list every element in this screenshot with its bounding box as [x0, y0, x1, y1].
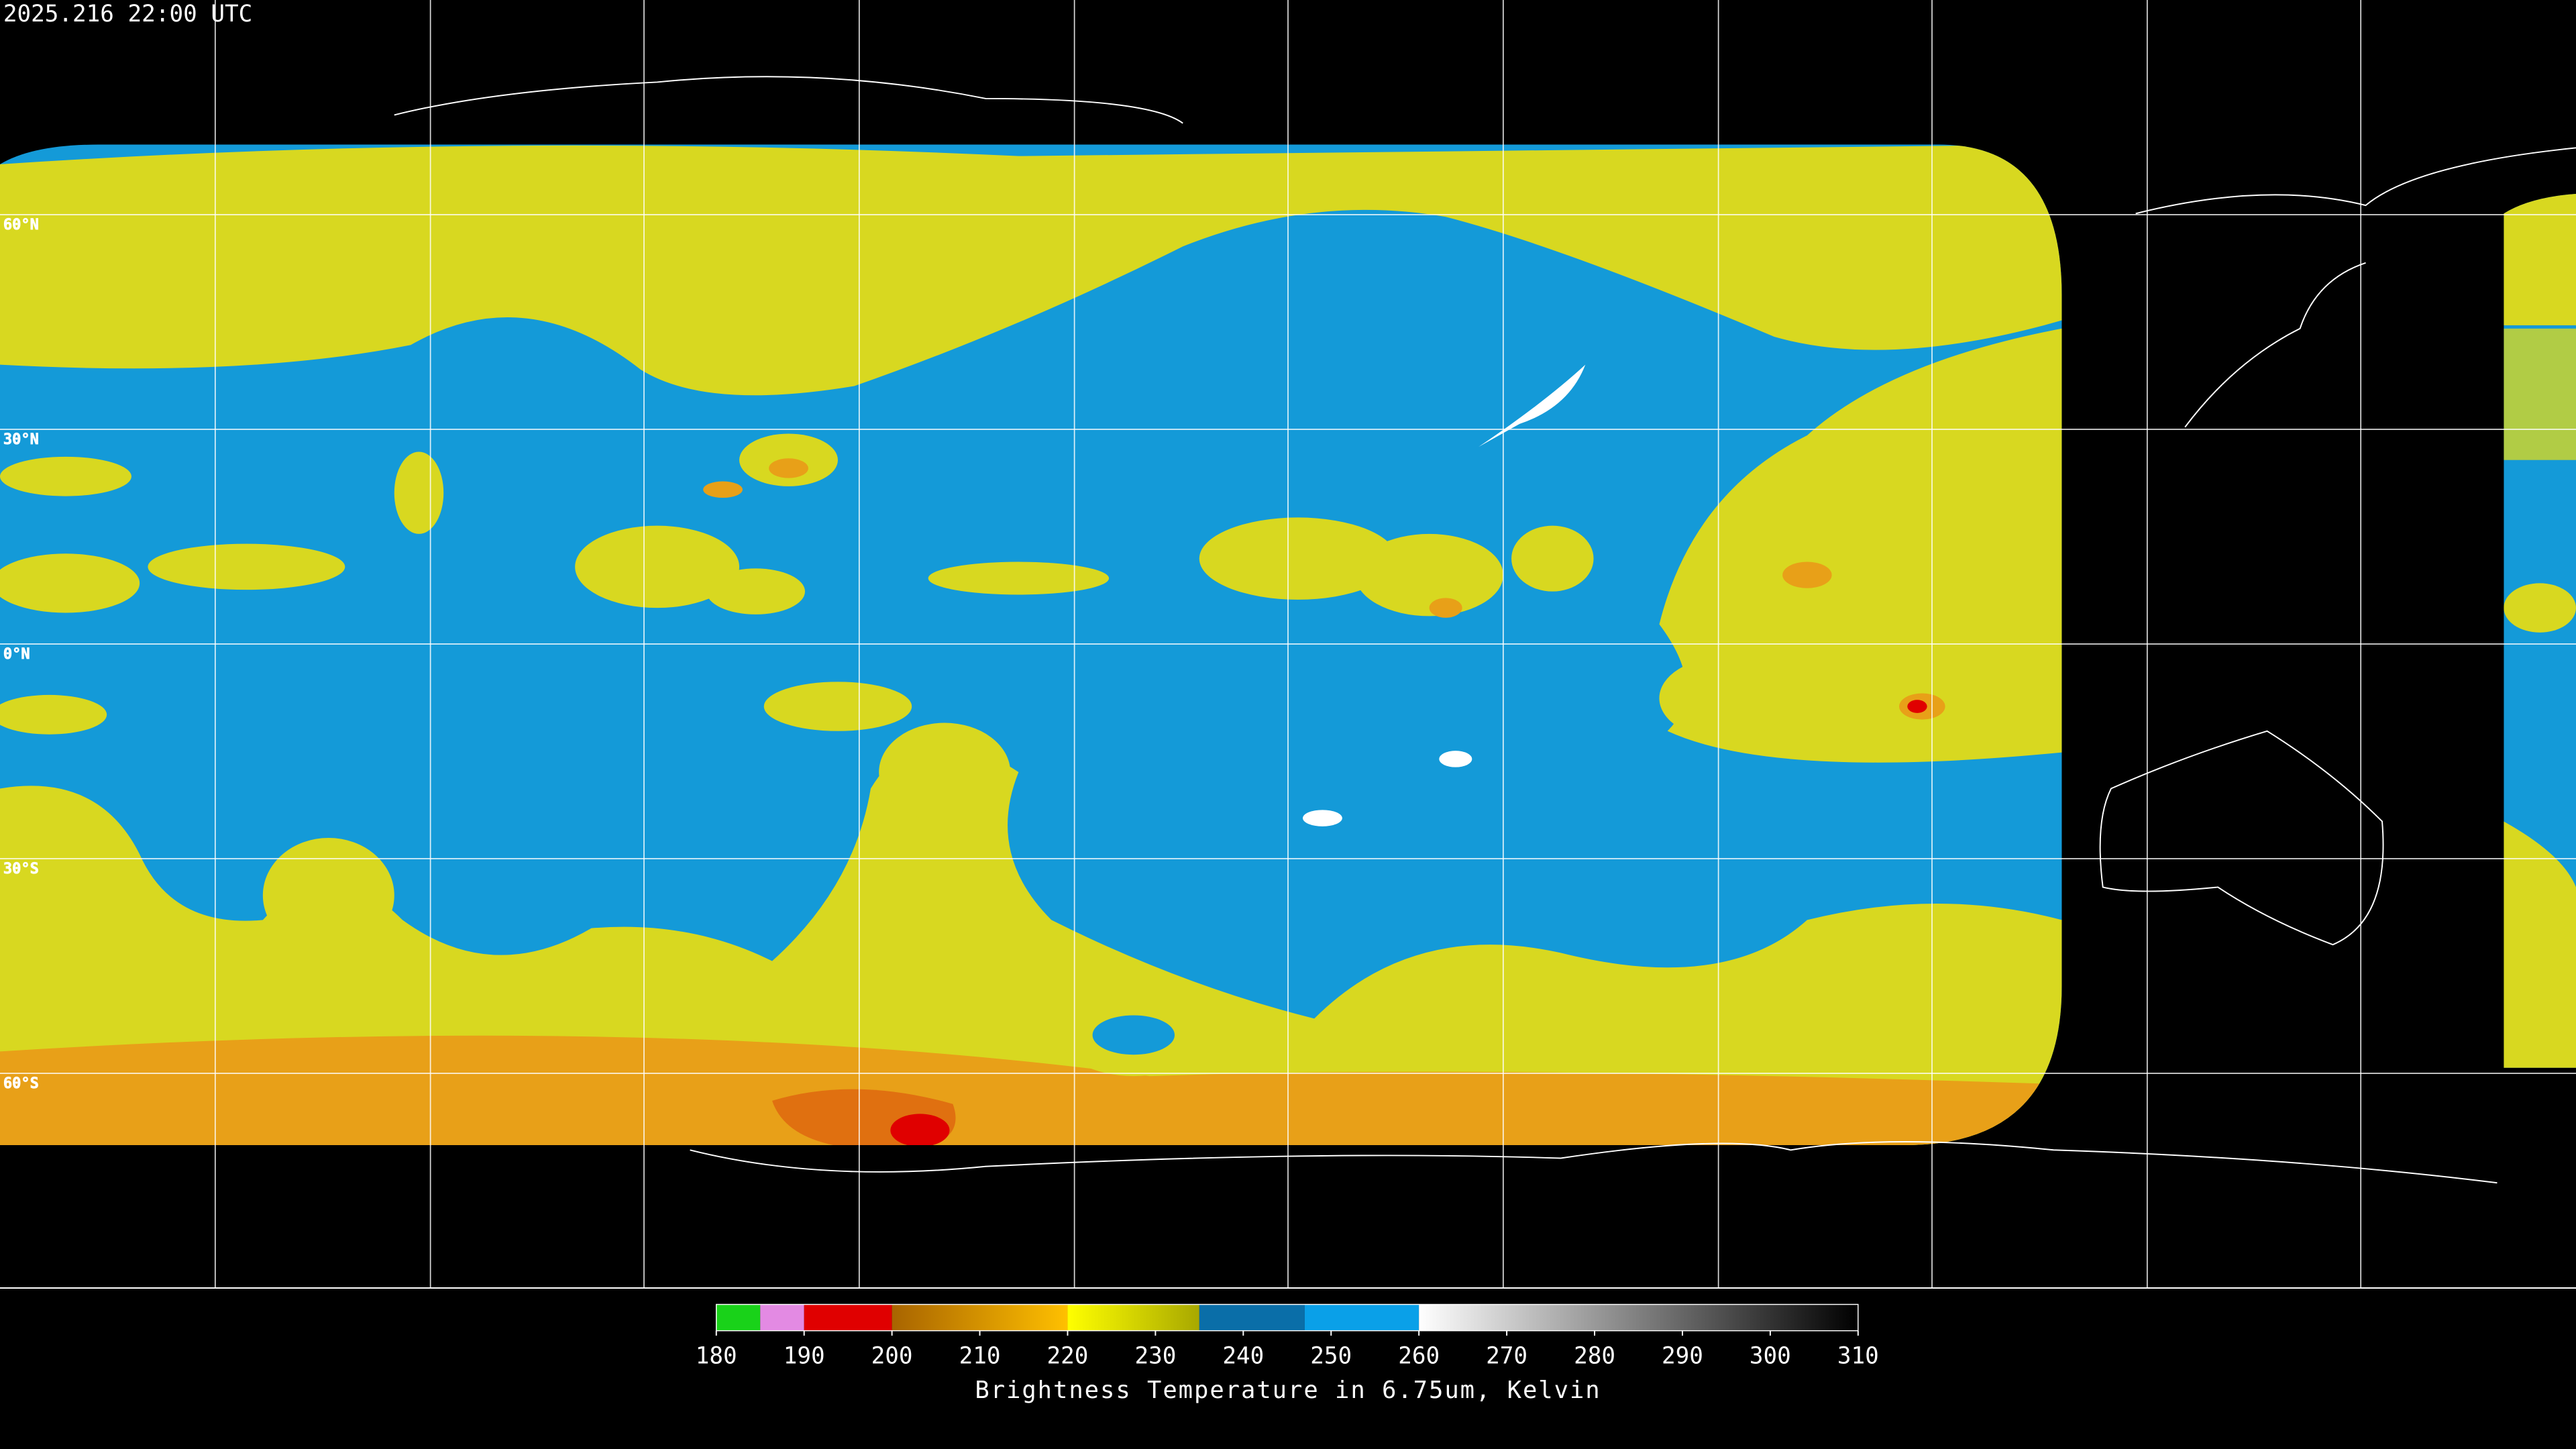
colorbar-title: Brightness Temperature in 6.75um, Kelvin	[975, 1377, 1601, 1404]
tick-label: 200	[871, 1343, 913, 1370]
timestamp: 2025.216 22:00 UTC	[3, 1, 252, 28]
tick-label: 260	[1398, 1343, 1440, 1370]
latitude-label: 60°N	[3, 217, 39, 233]
colorbar-segment	[892, 1304, 1068, 1331]
latitude-label: 60°S	[3, 1075, 39, 1092]
tick-label: 210	[959, 1343, 1001, 1370]
tick-label: 310	[1837, 1343, 1879, 1370]
latitude-label: 0°N	[3, 646, 30, 663]
colorbar-segment	[760, 1304, 804, 1331]
colorbar-segment	[716, 1304, 761, 1331]
tick-label: 290	[1662, 1343, 1703, 1370]
water-vapor-image	[0, 144, 2062, 1145]
colorbar-frame	[716, 1303, 1859, 1332]
tick-label: 300	[1750, 1343, 1791, 1370]
latitude-label: 30°N	[3, 431, 39, 448]
tick-label: 280	[1574, 1343, 1615, 1370]
tick-label: 180	[696, 1343, 737, 1370]
colorbar-segment	[1067, 1304, 1199, 1331]
tick-label: 270	[1486, 1343, 1527, 1370]
tick-label: 220	[1047, 1343, 1089, 1370]
colorbar-segment	[1199, 1304, 1305, 1331]
tick-label: 240	[1222, 1343, 1264, 1370]
tick-label: 250	[1310, 1343, 1352, 1370]
colorbar-segment	[804, 1304, 892, 1331]
coastlines	[394, 76, 2576, 1184]
partial-image	[2504, 193, 2576, 1068]
colorbar-segment	[1304, 1304, 1419, 1331]
tick-label: 190	[784, 1343, 825, 1370]
tick-label: 230	[1134, 1343, 1176, 1370]
colorbar-segment	[1419, 1304, 1858, 1331]
latitude-label: 30°S	[3, 861, 39, 877]
